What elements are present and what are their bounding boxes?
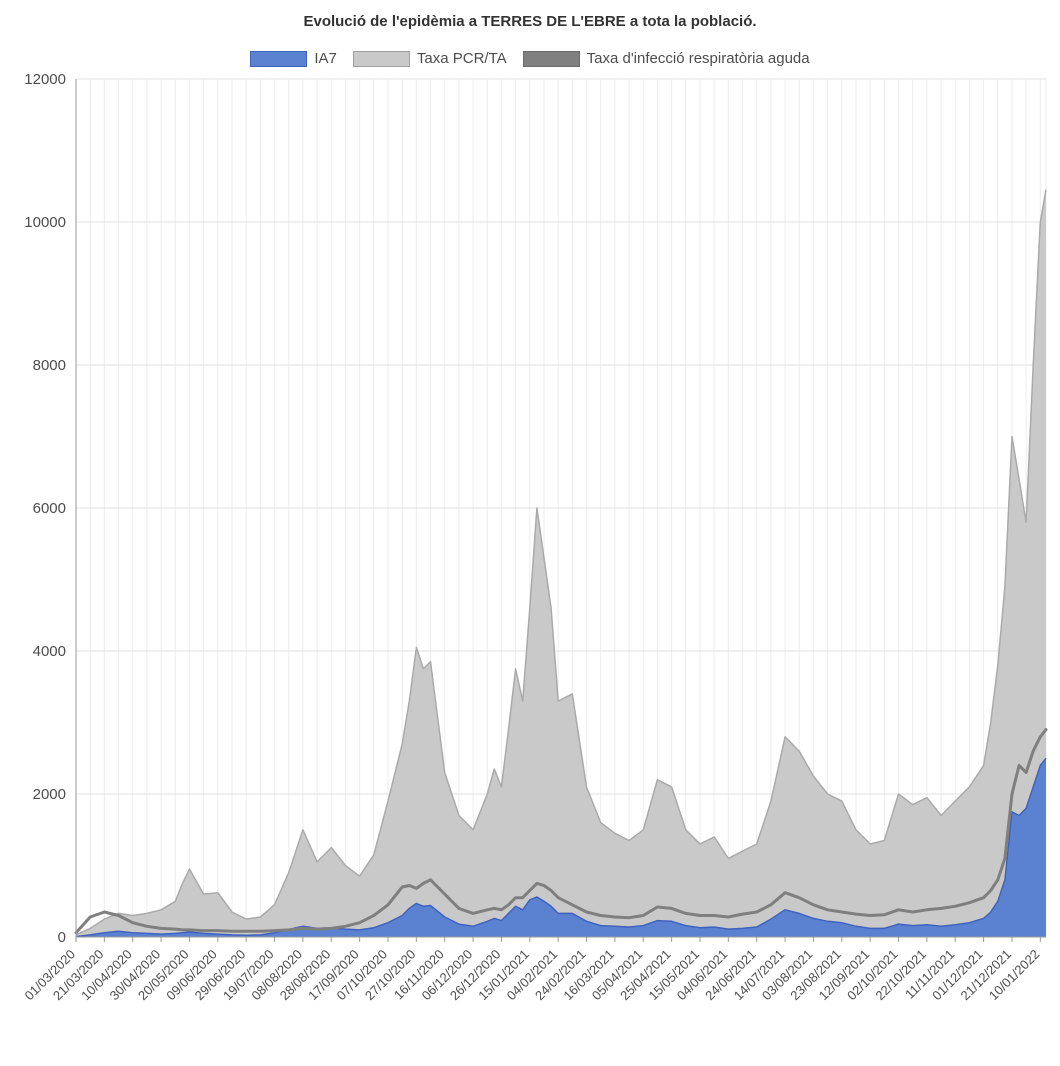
y-tick-label: 12000	[24, 71, 66, 88]
series-area-edge-1	[75, 189, 1047, 936]
chart-legend: IA7 Taxa PCR/TA Taxa d'infecció respirat…	[0, 50, 1060, 67]
y-tick-label: 2000	[33, 786, 66, 803]
legend-label-ia7: IA7	[314, 50, 337, 67]
chart-title: Evolució de l'epidèmia a TERRES DE L'EBR…	[303, 13, 757, 30]
y-tick-label: 6000	[33, 500, 66, 517]
y-tick-label: 10000	[24, 214, 66, 231]
series-area-edge-0	[75, 757, 1047, 938]
chart-svg: 02000400060008000100001200001/03/202021/…	[21, 71, 1048, 1003]
legend-item-taxa-pcr-ta[interactable]: Taxa PCR/TA	[352, 50, 507, 67]
legend-item-taxa-infeccio[interactable]: Taxa d'infecció respiratòria aguda	[522, 50, 810, 67]
series-area-1	[76, 189, 1046, 938]
legend-label-taxa-pcr-ta: Taxa PCR/TA	[416, 50, 507, 67]
y-tick-label: 0	[58, 929, 66, 946]
legend-swatch-taxa-infeccio	[522, 50, 580, 67]
y-tick-label: 8000	[33, 357, 66, 374]
legend-swatch-taxa-pcr-ta	[352, 50, 410, 67]
legend-swatch-ia7	[250, 50, 308, 67]
legend-item-ia7[interactable]: IA7	[250, 50, 337, 67]
legend-label-taxa-infeccio: Taxa d'infecció respiratòria aguda	[586, 50, 810, 67]
series-line-2	[74, 728, 1048, 935]
y-tick-label: 4000	[33, 643, 66, 660]
